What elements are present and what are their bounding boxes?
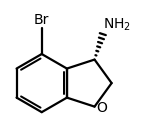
Text: $\mathregular{NH_2}$: $\mathregular{NH_2}$ — [103, 17, 132, 34]
Text: O: O — [96, 101, 107, 115]
Text: Br: Br — [34, 13, 49, 27]
